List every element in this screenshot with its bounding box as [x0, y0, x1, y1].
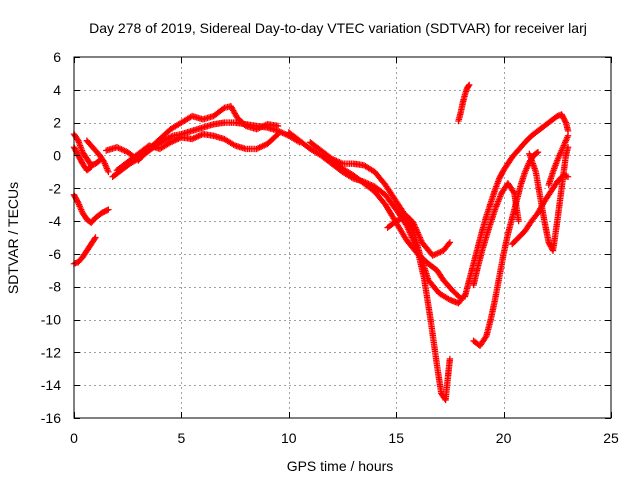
series-arc-16 [470, 180, 522, 289]
y-tick-label: -8 [49, 279, 62, 295]
y-tick-label: 6 [53, 49, 61, 65]
y-tick-label: -4 [49, 213, 62, 229]
x-tick-label: 25 [603, 430, 619, 446]
plot-frame [73, 56, 612, 419]
data-point [482, 334, 489, 341]
y-tick-label: -16 [41, 410, 61, 426]
series-arc-14 [461, 111, 572, 300]
data-point [564, 132, 572, 139]
data-point [510, 188, 517, 195]
series-arc-12 [384, 212, 454, 259]
data-point [533, 149, 541, 157]
x-tick-label: 0 [70, 430, 78, 446]
series-arc-10 [307, 139, 469, 307]
series-arc-19 [545, 132, 572, 189]
data-point [445, 240, 453, 247]
x-tick-labels: 0 5 10 15 20 25 [70, 430, 619, 446]
y-tick-label: -12 [41, 344, 61, 360]
data-point [219, 105, 227, 113]
series-arc-3 [83, 137, 112, 176]
data-point [274, 130, 282, 138]
data-point [515, 217, 522, 225]
data-point [273, 132, 281, 139]
series-arc-4 [70, 191, 112, 226]
data-point [87, 163, 95, 171]
series-arc-6 [109, 119, 303, 180]
y-axis-label: SDTVAR / TECUs [5, 182, 21, 294]
x-tick-label: 15 [388, 430, 404, 446]
x-tick-label: 20 [496, 430, 512, 446]
chart-title: Day 278 of 2019, Sidereal Day-to-day VTE… [89, 20, 587, 36]
series-arc-13 [455, 81, 473, 125]
x-tick-label: 10 [281, 430, 297, 446]
series-arc-18 [526, 144, 572, 254]
data-point [74, 136, 81, 143]
axis-ticks [74, 57, 612, 419]
y-tick-labels: -16 -14 -12 -10 -8 -6 -4 -2 0 2 4 6 [41, 49, 61, 426]
x-axis-label: GPS time / hours [287, 458, 394, 474]
data-point [74, 198, 81, 205]
data-point [105, 168, 112, 176]
y-tick-label: -6 [49, 246, 62, 262]
data-point [561, 118, 569, 125]
y-tick-label: 0 [53, 147, 61, 163]
data-points [70, 81, 572, 404]
data-point [274, 122, 282, 130]
y-tick-label: -2 [49, 180, 62, 196]
series-arc-8 [113, 130, 282, 174]
data-point [466, 81, 473, 89]
data-point [446, 239, 454, 246]
series-arc-7 [103, 103, 282, 164]
y-tick-label: -10 [41, 312, 61, 328]
data-point [456, 293, 463, 301]
data-point [465, 82, 472, 90]
y-tick-label: -14 [41, 377, 61, 393]
data-point [92, 234, 99, 241]
y-tick-label: 4 [53, 82, 61, 98]
grid-lines [74, 57, 611, 418]
data-point [86, 164, 94, 171]
data-point [457, 295, 464, 302]
y-tick-label: 2 [53, 115, 61, 131]
data-point [534, 148, 542, 156]
data-point [446, 355, 454, 363]
data-point [103, 207, 111, 214]
data-point [168, 133, 175, 140]
series-arc-5 [70, 234, 99, 267]
data-point [91, 235, 98, 243]
data-point [105, 206, 112, 213]
x-tick-label: 5 [178, 430, 186, 446]
